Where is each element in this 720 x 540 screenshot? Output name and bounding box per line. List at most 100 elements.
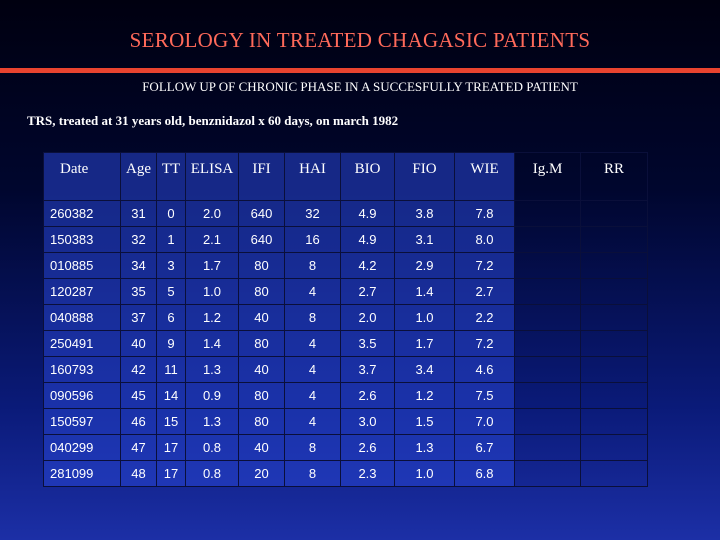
- cell-igm: [514, 408, 581, 435]
- cell-rr: [580, 460, 648, 487]
- cell-rr: [580, 304, 648, 331]
- header-fio: FIO: [394, 152, 455, 201]
- cell-age: 46: [120, 408, 157, 435]
- cell-rr: [580, 252, 648, 279]
- cell-fio: 1.3: [394, 434, 455, 461]
- cell-wie: 7.0: [454, 408, 515, 435]
- cell-ifi: 80: [238, 408, 285, 435]
- header-elisa: ELISA: [185, 152, 239, 201]
- cell-elisa: 0.8: [185, 460, 239, 487]
- cell-date: 040888: [43, 304, 121, 331]
- cell-ifi: 40: [238, 434, 285, 461]
- cell-hai: 4: [284, 382, 341, 409]
- cell-tt: 15: [156, 408, 186, 435]
- cell-igm: [514, 434, 581, 461]
- header-bio: BIO: [340, 152, 395, 201]
- cell-tt: 6: [156, 304, 186, 331]
- table-row: 260382 31 0 2.0 640 32 4.9 3.8 7.8: [43, 200, 648, 227]
- cell-rr: [580, 226, 648, 253]
- cell-fio: 3.8: [394, 200, 455, 227]
- header-hai: HAI: [284, 152, 341, 201]
- cell-elisa: 1.2: [185, 304, 239, 331]
- cell-age: 35: [120, 278, 157, 305]
- cell-elisa: 1.7: [185, 252, 239, 279]
- table-row: 250491 40 9 1.4 80 4 3.5 1.7 7.2: [43, 330, 648, 357]
- header-date: Date: [43, 152, 121, 201]
- cell-bio: 4.9: [340, 226, 395, 253]
- table-row: 160793 42 11 1.3 40 4 3.7 3.4 4.6: [43, 356, 648, 383]
- cell-wie: 2.2: [454, 304, 515, 331]
- cell-bio: 4.9: [340, 200, 395, 227]
- cell-igm: [514, 356, 581, 383]
- cell-wie: 6.7: [454, 434, 515, 461]
- cell-hai: 8: [284, 252, 341, 279]
- table-row: 040888 37 6 1.2 40 8 2.0 1.0 2.2: [43, 304, 648, 331]
- table-row: 120287 35 5 1.0 80 4 2.7 1.4 2.7: [43, 278, 648, 305]
- cell-hai: 4: [284, 408, 341, 435]
- cell-age: 34: [120, 252, 157, 279]
- table-row: 150597 46 15 1.3 80 4 3.0 1.5 7.0: [43, 408, 648, 435]
- header-age: Age: [120, 152, 157, 201]
- cell-date: 090596: [43, 382, 121, 409]
- cell-ifi: 640: [238, 200, 285, 227]
- cell-rr: [580, 408, 648, 435]
- cell-tt: 0: [156, 200, 186, 227]
- cell-tt: 17: [156, 460, 186, 487]
- cell-ifi: 80: [238, 382, 285, 409]
- cell-igm: [514, 460, 581, 487]
- header-ifi: IFI: [238, 152, 285, 201]
- cell-rr: [580, 330, 648, 357]
- cell-tt: 3: [156, 252, 186, 279]
- cell-igm: [514, 226, 581, 253]
- cell-bio: 2.6: [340, 382, 395, 409]
- cell-bio: 3.0: [340, 408, 395, 435]
- cell-tt: 9: [156, 330, 186, 357]
- cell-rr: [580, 382, 648, 409]
- cell-bio: 3.7: [340, 356, 395, 383]
- cell-date: 010885: [43, 252, 121, 279]
- slide-title: SEROLOGY IN TREATED CHAGASIC PATIENTS: [129, 28, 591, 52]
- cell-bio: 3.5: [340, 330, 395, 357]
- cell-rr: [580, 278, 648, 305]
- cell-age: 40: [120, 330, 157, 357]
- cell-fio: 1.0: [394, 460, 455, 487]
- cell-elisa: 1.3: [185, 356, 239, 383]
- cell-ifi: 640: [238, 226, 285, 253]
- cell-tt: 5: [156, 278, 186, 305]
- table-row: 010885 34 3 1.7 80 8 4.2 2.9 7.2: [43, 252, 648, 279]
- cell-wie: 7.2: [454, 330, 515, 357]
- cell-fio: 1.7: [394, 330, 455, 357]
- cell-bio: 2.6: [340, 434, 395, 461]
- cell-elisa: 1.4: [185, 330, 239, 357]
- cell-tt: 17: [156, 434, 186, 461]
- cell-hai: 8: [284, 304, 341, 331]
- cell-ifi: 80: [238, 278, 285, 305]
- cell-bio: 2.7: [340, 278, 395, 305]
- cell-elisa: 0.9: [185, 382, 239, 409]
- cell-hai: 16: [284, 226, 341, 253]
- cell-elisa: 2.1: [185, 226, 239, 253]
- cell-igm: [514, 304, 581, 331]
- table-row: 150383 32 1 2.1 640 16 4.9 3.1 8.0: [43, 226, 648, 253]
- cell-bio: 4.2: [340, 252, 395, 279]
- cell-elisa: 0.8: [185, 434, 239, 461]
- cell-age: 42: [120, 356, 157, 383]
- cell-fio: 1.2: [394, 382, 455, 409]
- cell-tt: 1: [156, 226, 186, 253]
- cell-ifi: 40: [238, 356, 285, 383]
- header-igm: Ig.M: [514, 152, 581, 201]
- patient-caption: TRS, treated at 31 years old, benznidazo…: [27, 113, 399, 128]
- cell-hai: 4: [284, 356, 341, 383]
- cell-hai: 8: [284, 460, 341, 487]
- cell-wie: 7.2: [454, 252, 515, 279]
- table-header-row: Date Age TT ELISA IFI HAI BIO FIO WIE Ig…: [43, 152, 648, 201]
- cell-igm: [514, 252, 581, 279]
- cell-bio: 2.3: [340, 460, 395, 487]
- title-divider: [0, 68, 720, 73]
- cell-fio: 3.1: [394, 226, 455, 253]
- cell-age: 32: [120, 226, 157, 253]
- cell-fio: 1.5: [394, 408, 455, 435]
- cell-wie: 7.5: [454, 382, 515, 409]
- cell-date: 150383: [43, 226, 121, 253]
- cell-age: 31: [120, 200, 157, 227]
